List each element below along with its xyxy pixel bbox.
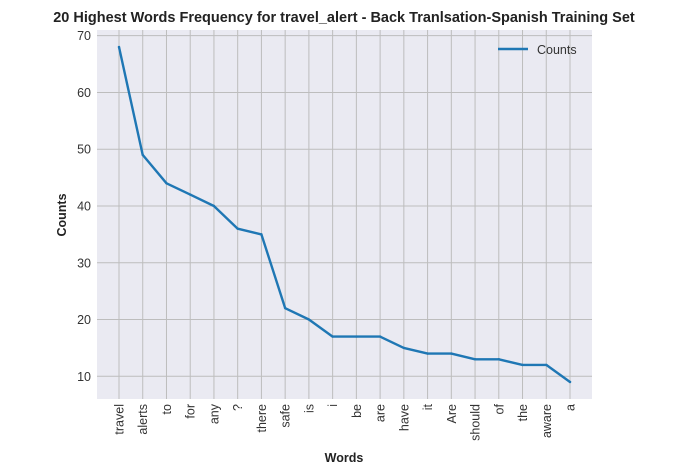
x-tick-label: aware: [540, 404, 554, 438]
x-tick-label: alerts: [136, 404, 150, 435]
legend: Counts: [498, 43, 577, 57]
plot-area: [97, 30, 592, 399]
x-tick-label: i: [326, 404, 340, 407]
x-tick-label: it: [421, 403, 435, 410]
y-tick-label: 60: [77, 86, 91, 100]
legend-label-counts: Counts: [537, 43, 577, 57]
y-axis-label: Counts: [55, 193, 69, 236]
data-point: [450, 352, 453, 355]
x-tick-label: should: [469, 404, 483, 441]
x-tick-label: have: [397, 404, 411, 431]
data-point: [426, 352, 429, 355]
data-point: [189, 193, 192, 196]
data-point: [355, 335, 358, 338]
data-point: [260, 233, 263, 236]
x-tick-label: safe: [279, 404, 293, 428]
data-point: [521, 363, 524, 367]
y-tick-label: 50: [77, 143, 91, 157]
x-tick-label: the: [516, 404, 530, 421]
data-point: [141, 153, 144, 157]
data-point: [307, 318, 311, 321]
chart-title: 20 Highest Words Frequency for travel_al…: [53, 10, 635, 26]
x-tick-label: to: [160, 404, 174, 414]
x-tick-label: are: [374, 404, 388, 422]
x-axis-ticks: travel alerts to for any? there safe is i be are ha…: [113, 403, 578, 441]
x-tick-label: there: [255, 404, 269, 433]
y-tick-label: 40: [77, 199, 91, 213]
grid-lines: [97, 30, 592, 399]
data-point: [378, 335, 382, 338]
data-point: [117, 45, 121, 49]
y-axis-ticks: 10 20 30 40 50 60 70: [77, 29, 91, 384]
data-point: [331, 335, 334, 338]
x-axis-label: Words: [325, 451, 364, 465]
x-tick-label: a: [564, 404, 578, 411]
data-point: [165, 182, 168, 185]
x-tick-label: for: [184, 404, 198, 419]
y-tick-label: 70: [77, 29, 91, 43]
x-tick-label: Are: [445, 404, 459, 424]
data-point: [212, 204, 216, 208]
x-tick-label: be: [350, 404, 364, 418]
series-line-counts: [117, 45, 572, 384]
data-point: [545, 363, 548, 367]
data-point: [402, 346, 406, 350]
data-point: [236, 227, 239, 230]
data-point: [283, 306, 287, 310]
series-group: [117, 45, 572, 384]
x-tick-label: any: [207, 403, 221, 424]
x-tick-label: is: [302, 404, 316, 413]
x-tick-label: of: [492, 403, 506, 414]
data-point: [497, 358, 500, 361]
y-tick-label: 30: [77, 256, 91, 270]
y-tick-label: 20: [77, 313, 91, 327]
data-point: [473, 358, 477, 361]
data-point: [568, 380, 572, 384]
y-tick-label: 10: [77, 370, 91, 384]
x-tick-label: ?: [231, 404, 245, 411]
x-tick-label: travel: [113, 404, 127, 435]
